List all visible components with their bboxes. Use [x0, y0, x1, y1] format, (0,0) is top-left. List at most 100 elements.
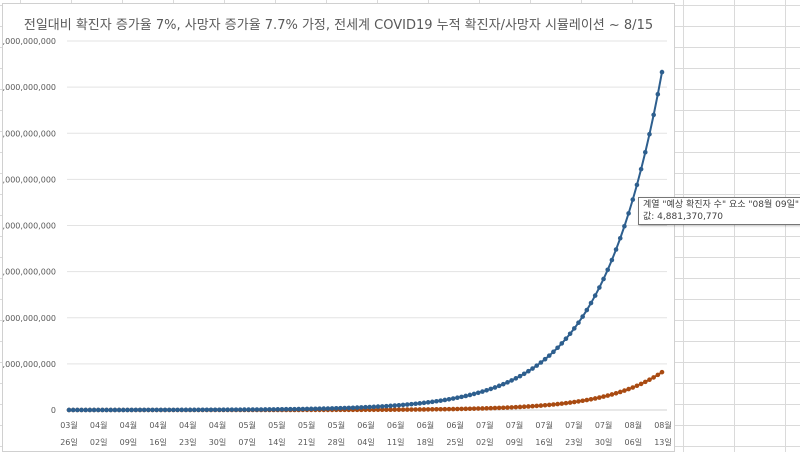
data-point-marker	[379, 404, 385, 409]
tooltip-series-line: 계열 "예상 확진자 수" 요소 "08월 09일"	[643, 200, 799, 210]
data-point-marker	[279, 406, 285, 412]
x-tick-month: 08월	[625, 420, 643, 430]
data-point-marker	[450, 406, 456, 412]
data-point-marker	[404, 407, 410, 412]
x-tick-day: 23일	[179, 438, 197, 447]
data-point-marker	[492, 385, 498, 390]
data-point-marker	[438, 406, 443, 412]
data-point-marker	[154, 407, 159, 413]
data-point-marker	[267, 407, 272, 412]
data-point-marker	[288, 406, 293, 412]
x-tick-month: 07월	[476, 420, 494, 430]
x-tick-day: 09일	[506, 438, 524, 447]
data-point-marker	[292, 406, 297, 412]
data-point-marker	[342, 405, 347, 411]
y-tick-label: 6,000,000,000	[3, 129, 56, 138]
data-point-marker	[375, 404, 381, 409]
data-point-marker	[517, 404, 523, 410]
data-point-marker	[204, 407, 210, 413]
data-point-marker	[125, 407, 130, 413]
data-point-marker	[605, 393, 611, 398]
data-point-marker	[388, 407, 393, 412]
data-point-marker	[354, 405, 360, 410]
chart-area[interactable]: 전일대비 확진자 증가율 7%, 사망자 증가율 7.7% 가정, 전세계 CO…	[2, 3, 675, 452]
data-point-marker	[580, 398, 585, 404]
data-point-marker	[317, 406, 322, 411]
x-tick-month: 08월	[654, 420, 672, 430]
x-tick-month: 06월	[387, 420, 405, 430]
data-point-marker	[559, 341, 565, 346]
data-point-marker	[563, 400, 569, 406]
data-point-marker	[572, 399, 577, 405]
data-point-marker	[459, 394, 464, 400]
data-point-marker	[229, 407, 235, 412]
data-point-marker	[196, 407, 201, 413]
data-point-marker	[626, 211, 631, 216]
data-point-marker	[271, 407, 276, 412]
data-point-marker	[559, 401, 565, 406]
x-tick-day: 13일	[654, 438, 672, 447]
data-point-marker	[622, 223, 627, 229]
x-tick-month: 07월	[506, 420, 524, 430]
data-point-marker	[100, 407, 105, 413]
data-point-marker	[404, 402, 410, 407]
data-point-marker	[212, 407, 218, 413]
data-point-marker	[409, 407, 414, 412]
data-point-marker	[371, 404, 377, 410]
data-point-marker	[442, 397, 448, 403]
data-point-marker	[217, 407, 222, 413]
data-point-marker	[592, 396, 598, 401]
data-point-marker	[647, 131, 652, 137]
data-point-marker	[308, 406, 314, 412]
data-point-marker	[475, 390, 481, 396]
x-tick-month: 07월	[595, 420, 613, 430]
y-tick-label: 3,000,000,000	[3, 268, 56, 277]
data-point-marker	[455, 406, 460, 412]
data-point-marker	[329, 406, 335, 411]
y-tick-label: 0	[51, 406, 56, 415]
data-point-marker	[655, 91, 661, 97]
data-point-marker	[655, 372, 661, 378]
x-tick-month: 06월	[417, 420, 435, 430]
data-point-marker	[484, 387, 489, 393]
data-point-marker	[70, 407, 76, 413]
data-point-marker	[630, 197, 636, 202]
data-point-marker	[630, 385, 636, 390]
data-point-marker	[542, 402, 548, 408]
series-line	[68, 371, 663, 411]
data-point-marker	[659, 69, 665, 75]
data-point-marker	[634, 383, 640, 389]
x-tick-month: 05월	[268, 420, 286, 430]
x-tick-day: 16일	[535, 438, 553, 447]
data-point-marker	[275, 407, 281, 412]
data-point-marker	[384, 407, 389, 413]
data-point-marker	[367, 404, 372, 410]
data-point-marker	[183, 407, 189, 413]
data-point-marker	[513, 376, 519, 381]
x-tick-day: 30일	[209, 438, 227, 447]
data-point-marker	[534, 403, 540, 409]
data-point-marker	[647, 377, 652, 383]
data-point-marker	[413, 401, 418, 407]
chart-title: 전일대비 확진자 증가율 7%, 사망자 증가율 7.7% 가정, 전세계 CO…	[23, 18, 654, 33]
x-tick-month: 04월	[90, 420, 108, 430]
y-tick-label: 1,000,000,000	[3, 360, 56, 369]
data-point-marker	[150, 407, 155, 413]
data-point-marker	[112, 407, 118, 413]
data-point-marker	[638, 166, 644, 172]
x-tick-day: 16일	[149, 438, 167, 447]
data-point-marker	[576, 399, 581, 404]
data-point-marker	[592, 293, 598, 298]
x-tick-day: 14일	[268, 438, 286, 447]
data-point-marker	[576, 320, 581, 325]
data-point-marker	[634, 182, 640, 188]
data-point-marker	[509, 405, 514, 410]
data-point-marker	[66, 407, 72, 413]
data-point-marker	[546, 402, 552, 408]
y-tick-label: 5,000,000,000	[3, 175, 56, 184]
data-point-marker	[572, 326, 577, 331]
data-point-marker	[388, 403, 393, 409]
x-tick-day: 30일	[595, 438, 613, 447]
data-point-marker	[208, 407, 214, 413]
data-point-marker	[133, 407, 139, 413]
